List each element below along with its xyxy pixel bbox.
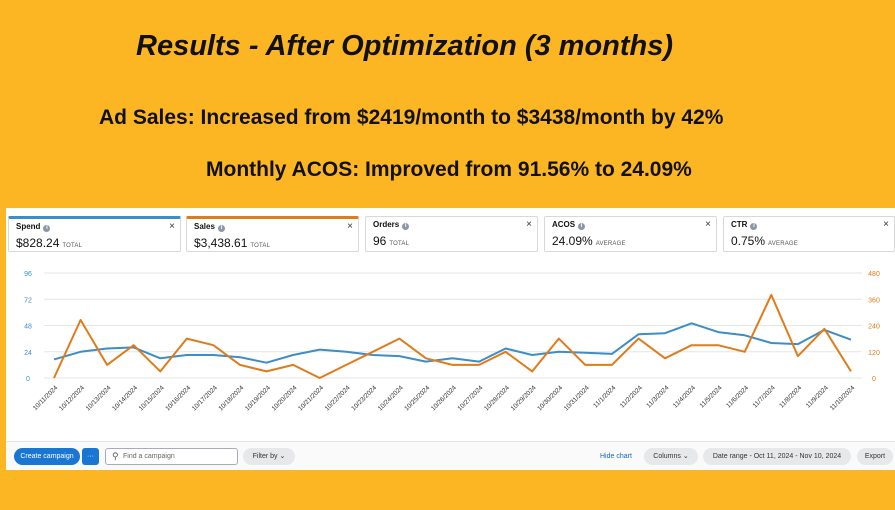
x-tick-label: 10/22/2024 [324, 384, 352, 412]
y-left-tick-label: 0 [26, 376, 30, 383]
x-tick-label: 10/18/2024 [217, 384, 245, 412]
metric-card-spend[interactable]: Spend i × $828.24 TOTAL [8, 216, 181, 252]
x-tick-label: 11/2/2024 [619, 384, 644, 409]
x-tick-label: 10/14/2024 [111, 384, 139, 412]
x-tick-label: 10/16/2024 [164, 384, 192, 412]
metric-card-sales[interactable]: Sales i × $3,438.61 TOTAL [186, 216, 359, 252]
close-icon[interactable]: × [347, 221, 353, 232]
x-tick-label: 11/9/2024 [805, 384, 830, 409]
campaign-toolbar: Create campaign ··· ⚲ Find a campaign Fi… [6, 441, 895, 469]
metric-value: $828.24 [16, 236, 60, 250]
close-icon[interactable]: × [705, 219, 711, 230]
series-line-spend [53, 322, 852, 364]
info-icon[interactable]: i [43, 225, 51, 232]
hide-chart-link[interactable]: Hide chart [600, 453, 632, 460]
x-tick-label: 11/4/2024 [672, 384, 697, 409]
acos-headline: Monthly ACOS: Improved from 91.56% to 24… [206, 158, 692, 181]
metric-cards: Spend i × $828.24 TOTAL Sales i × $3,438.61… [6, 216, 895, 260]
x-tick-label: 11/5/2024 [699, 384, 724, 409]
search-input[interactable]: ⚲ Find a campaign [105, 448, 238, 465]
metric-value: 96 [373, 234, 387, 248]
filter-by-button[interactable]: Filter by ⌄ [243, 448, 295, 465]
x-tick-label: 11/6/2024 [725, 384, 750, 409]
metric-card-orders[interactable]: Orders i × 96 TOTAL [365, 216, 538, 252]
x-tick-label: 10/29/2024 [510, 384, 538, 412]
y-right-tick-label: 120 [868, 350, 880, 357]
x-tick-label: 10/25/2024 [403, 384, 431, 412]
columns-label: Columns [653, 453, 681, 460]
chevron-down-icon: ⌄ [279, 453, 286, 460]
metric-label: Orders [373, 220, 400, 229]
info-icon[interactable]: i [217, 225, 225, 232]
metric-value: $3,438.61 [194, 236, 248, 250]
search-icon: ⚲ [112, 451, 119, 461]
close-icon[interactable]: × [526, 219, 532, 230]
y-right-tick-label: 0 [872, 376, 876, 383]
campaign-dashboard: Spend i × $828.24 TOTAL Sales i × $3,438.61… [6, 208, 895, 470]
x-tick-label: 10/12/2024 [58, 384, 86, 412]
metric-value: 0.75% [731, 234, 766, 248]
y-left-tick-label: 72 [24, 297, 32, 304]
x-tick-label: 10/24/2024 [377, 384, 405, 412]
x-tick-label: 11/3/2024 [645, 384, 670, 409]
metric-label: Spend [16, 222, 41, 231]
slide-title: Results - After Optimization (3 months) [136, 30, 674, 62]
metric-suffix: TOTAL [389, 241, 410, 247]
chevron-down-icon: ⌄ [682, 453, 689, 460]
x-tick-label: 11/7/2024 [752, 384, 777, 409]
y-right-tick-label: 480 [868, 271, 880, 278]
metric-suffix: AVERAGE [595, 241, 626, 247]
x-tick-label: 11/10/2024 [829, 384, 857, 412]
x-tick-label: 10/30/2024 [536, 384, 564, 412]
metric-suffix: TOTAL [250, 243, 271, 249]
x-tick-label: 11/1/2024 [592, 384, 617, 409]
x-tick-label: 10/11/2024 [32, 384, 60, 412]
columns-button[interactable]: Columns ⌄ [644, 448, 698, 465]
metric-suffix: AVERAGE [768, 241, 798, 247]
x-tick-label: 11/8/2024 [778, 384, 803, 409]
x-tick-label: 10/27/2024 [457, 384, 485, 412]
metric-label: ACOS [552, 220, 576, 229]
info-icon[interactable]: i [402, 223, 410, 230]
x-tick-label: 10/21/2024 [297, 384, 325, 412]
export-button[interactable]: Export [857, 448, 893, 465]
search-placeholder: Find a campaign [123, 453, 175, 460]
date-range-button[interactable]: Date range - Oct 11, 2024 - Nov 10, 2024 [703, 448, 851, 465]
info-icon[interactable]: i [750, 223, 758, 230]
close-icon[interactable]: × [883, 219, 889, 230]
x-tick-label: 10/28/2024 [483, 384, 511, 412]
metric-value: 24.09% [552, 234, 593, 248]
y-left-tick-label: 24 [24, 350, 32, 357]
metric-label: Sales [194, 222, 215, 231]
close-icon[interactable]: × [169, 221, 175, 232]
y-left-tick-label: 48 [24, 324, 32, 331]
x-tick-label: 10/19/2024 [244, 384, 272, 412]
metric-label: CTR [731, 220, 748, 229]
y-left-tick-label: 96 [24, 271, 32, 278]
metric-card-ctr[interactable]: CTR i × 0.75% AVERAGE [723, 216, 895, 252]
x-tick-label: 10/26/2024 [430, 384, 458, 412]
x-tick-label: 10/15/2024 [138, 384, 166, 412]
y-right-tick-label: 240 [868, 324, 880, 331]
filter-by-label: Filter by [252, 453, 278, 460]
create-campaign-button[interactable]: Create campaign [14, 448, 80, 465]
x-tick-label: 10/17/2024 [191, 384, 219, 412]
ad-sales-headline: Ad Sales: Increased from $2419/month to … [99, 106, 724, 129]
metric-card-acos[interactable]: ACOS i × 24.09% AVERAGE [544, 216, 717, 252]
info-icon[interactable]: i [578, 223, 586, 230]
x-tick-label: 10/20/2024 [271, 384, 299, 412]
performance-chart: 96 480 72 360 48 240 24 120 0 0 10/11/2024 10/12/20… [6, 263, 895, 435]
series-line-sales [53, 293, 852, 379]
metric-suffix: TOTAL [62, 243, 83, 249]
x-tick-label: 10/23/2024 [350, 384, 378, 412]
y-right-tick-label: 360 [868, 297, 880, 304]
x-tick-label: 10/13/2024 [85, 384, 113, 412]
more-icon[interactable]: ··· [82, 448, 99, 465]
x-tick-label: 10/31/2024 [563, 384, 591, 412]
